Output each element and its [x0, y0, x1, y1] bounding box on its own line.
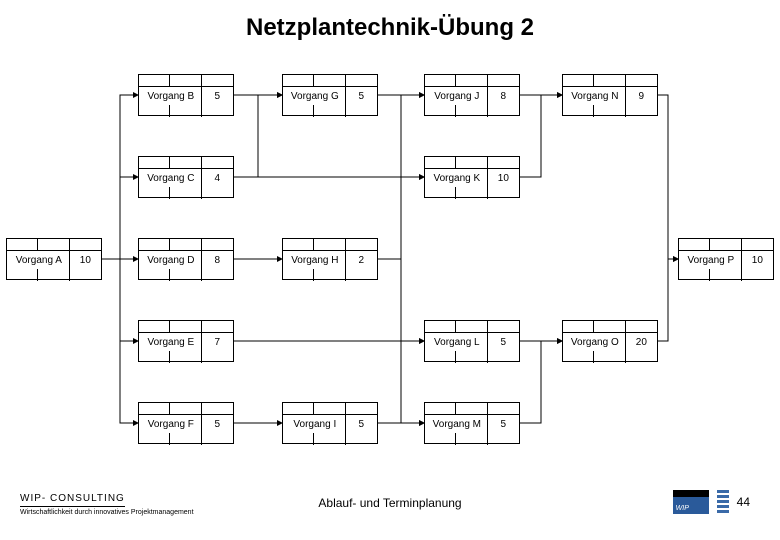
node-label: Vorgang F — [139, 415, 202, 433]
node-label: Vorgang I — [283, 415, 346, 433]
node-g: Vorgang G5 — [282, 74, 378, 116]
edge-a-b — [102, 95, 138, 259]
node-duration: 7 — [202, 333, 233, 351]
node-d: Vorgang D8 — [138, 238, 234, 280]
node-duration: 5 — [202, 87, 233, 105]
node-h: Vorgang H2 — [282, 238, 378, 280]
node-label: Vorgang O — [563, 333, 626, 351]
footer-center: Ablauf- und Terminplanung — [0, 496, 780, 510]
node-f: Vorgang F5 — [138, 402, 234, 444]
node-label: Vorgang K — [425, 169, 488, 187]
node-duration: 5 — [346, 87, 377, 105]
node-o: Vorgang O20 — [562, 320, 658, 362]
node-label: Vorgang G — [283, 87, 346, 105]
node-label: Vorgang E — [139, 333, 202, 351]
wip-logo-icon — [673, 490, 709, 514]
edge-a-c — [102, 177, 138, 259]
node-b: Vorgang B5 — [138, 74, 234, 116]
node-m: Vorgang M5 — [424, 402, 520, 444]
edge-k-n — [520, 95, 562, 177]
stripes-icon — [717, 490, 729, 514]
edge-o-p — [658, 259, 678, 341]
node-label: Vorgang N — [563, 87, 626, 105]
node-duration: 10 — [742, 251, 773, 269]
node-duration: 4 — [202, 169, 233, 187]
node-label: Vorgang L — [425, 333, 488, 351]
edge-h-l — [378, 259, 424, 341]
node-i: Vorgang I5 — [282, 402, 378, 444]
node-j: Vorgang J8 — [424, 74, 520, 116]
footer-right: 44 — [673, 490, 750, 514]
edge-n-p — [658, 95, 678, 259]
edge-h-j — [378, 95, 424, 259]
node-k: Vorgang K10 — [424, 156, 520, 198]
footer-tagline: Wirtschaftlichkeit durch innovatives Pro… — [20, 509, 194, 516]
node-label: Vorgang H — [283, 251, 346, 269]
edge-h-m — [378, 259, 424, 423]
edge-m-o — [520, 341, 562, 423]
node-label: Vorgang B — [139, 87, 202, 105]
node-duration: 5 — [488, 333, 519, 351]
node-e: Vorgang E7 — [138, 320, 234, 362]
node-c: Vorgang C4 — [138, 156, 234, 198]
node-duration: 5 — [202, 415, 233, 433]
edges-layer — [0, 0, 780, 540]
edge-a-f — [102, 259, 138, 423]
node-duration: 10 — [70, 251, 101, 269]
node-duration: 9 — [626, 87, 657, 105]
edge-h-k — [378, 177, 424, 259]
node-p: Vorgang P10 — [678, 238, 774, 280]
node-duration: 5 — [488, 415, 519, 433]
node-duration: 8 — [488, 87, 519, 105]
network-diagram: Vorgang A10Vorgang B5Vorgang C4Vorgang D… — [0, 0, 780, 540]
node-l: Vorgang L5 — [424, 320, 520, 362]
node-duration: 8 — [202, 251, 233, 269]
node-a: Vorgang A10 — [6, 238, 102, 280]
node-label: Vorgang A — [7, 251, 70, 269]
node-duration: 10 — [488, 169, 519, 187]
node-n: Vorgang N9 — [562, 74, 658, 116]
node-duration: 20 — [626, 333, 657, 351]
edge-a-e — [102, 259, 138, 341]
node-label: Vorgang P — [679, 251, 742, 269]
edge-c-g — [234, 95, 282, 177]
node-duration: 5 — [346, 415, 377, 433]
node-duration: 2 — [346, 251, 377, 269]
node-label: Vorgang J — [425, 87, 488, 105]
node-label: Vorgang M — [425, 415, 488, 433]
page-number: 44 — [737, 495, 750, 509]
node-label: Vorgang D — [139, 251, 202, 269]
node-label: Vorgang C — [139, 169, 202, 187]
